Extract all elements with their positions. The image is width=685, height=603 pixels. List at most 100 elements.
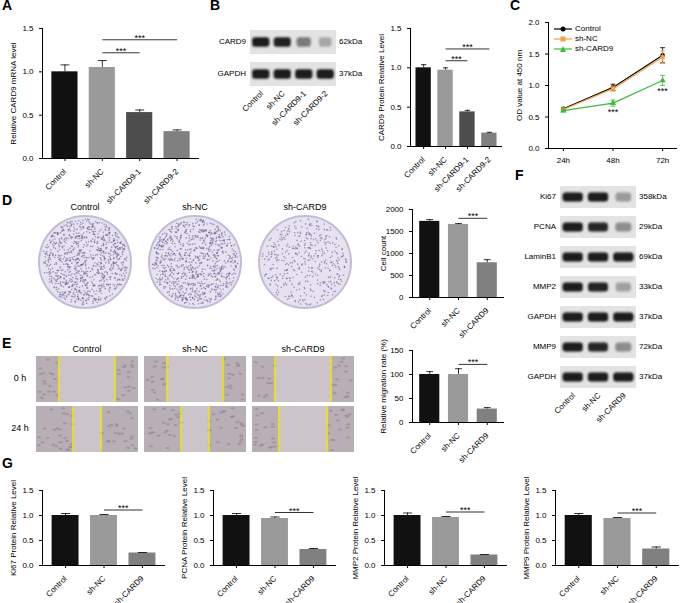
svg-text:E: E — [2, 335, 11, 351]
svg-text:50: 50 — [395, 394, 404, 403]
svg-text:MMP2 Protein Relative Level: MMP2 Protein Relative Level — [351, 476, 360, 579]
svg-text:0.0: 0.0 — [193, 561, 205, 570]
svg-text:1.5: 1.5 — [364, 486, 376, 495]
svg-text:1.0: 1.0 — [22, 511, 34, 520]
svg-text:0.0: 0.0 — [22, 154, 34, 163]
svg-text:72h: 72h — [656, 156, 669, 165]
svg-text:37kDa: 37kDa — [639, 312, 663, 321]
svg-text:0.0: 0.0 — [528, 144, 540, 153]
svg-text:Control: Control — [408, 306, 433, 331]
svg-text:MMP9: MMP9 — [533, 342, 557, 351]
svg-text:Control: Control — [552, 391, 577, 416]
svg-text:***: *** — [460, 505, 471, 515]
svg-text:G: G — [2, 455, 13, 471]
svg-text:***: *** — [118, 503, 129, 513]
svg-text:1.5: 1.5 — [22, 24, 34, 33]
svg-text:Relative migration rate (%): Relative migration rate (%) — [379, 339, 388, 434]
svg-text:***: *** — [134, 33, 145, 43]
svg-text:Control: Control — [557, 574, 582, 599]
svg-text:sh-CARD9-1: sh-CARD9-1 — [104, 167, 143, 206]
svg-text:PCNA Protein Relative Level: PCNA Protein Relative Level — [180, 477, 189, 579]
svg-text:100: 100 — [390, 370, 404, 379]
svg-text:1.5: 1.5 — [22, 486, 34, 495]
svg-text:Control: Control — [70, 202, 99, 212]
svg-text:1.0: 1.0 — [528, 81, 540, 90]
svg-text:sh-CARD9: sh-CARD9 — [626, 574, 660, 603]
svg-text:33kDa: 33kDa — [639, 282, 663, 291]
svg-text:0: 0 — [399, 293, 404, 302]
svg-text:sh-NC: sh-NC — [182, 202, 208, 212]
svg-text:sh-CARD9-2: sh-CARD9-2 — [142, 167, 181, 206]
svg-text:358kDa: 358kDa — [639, 192, 667, 201]
svg-text:***: *** — [608, 107, 619, 117]
svg-text:sh-NC: sh-NC — [439, 431, 462, 454]
svg-text:0.5: 0.5 — [390, 103, 402, 112]
svg-text:sh-CARD9-2: sh-CARD9-2 — [454, 155, 493, 194]
svg-text:2000: 2000 — [386, 205, 404, 214]
svg-text:GAPDH: GAPDH — [528, 372, 557, 381]
svg-text:sh-NC: sh-NC — [85, 574, 108, 597]
svg-text:CARD9 Protein Relative Level: CARD9 Protein Relative Level — [377, 34, 386, 141]
svg-text:1.5: 1.5 — [193, 486, 205, 495]
svg-text:29kDa: 29kDa — [639, 222, 663, 231]
svg-text:1.0: 1.0 — [535, 511, 547, 520]
svg-text:***: *** — [462, 42, 473, 52]
svg-text:CARD9: CARD9 — [219, 37, 247, 46]
svg-text:A: A — [2, 0, 12, 13]
svg-text:0 h: 0 h — [14, 373, 27, 383]
svg-text:***: *** — [289, 506, 300, 516]
svg-text:sh-CARD9: sh-CARD9 — [457, 431, 491, 465]
svg-text:0.5: 0.5 — [22, 536, 34, 545]
svg-text:sh-NC: sh-NC — [83, 167, 106, 190]
svg-text:***: *** — [451, 54, 462, 64]
svg-text:37kDa: 37kDa — [339, 69, 363, 78]
svg-text:2.0: 2.0 — [528, 18, 540, 27]
svg-text:0.5: 0.5 — [364, 536, 376, 545]
svg-text:OD value at 450 nm: OD value at 450 nm — [515, 50, 524, 121]
svg-text:PCNA: PCNA — [534, 222, 557, 231]
svg-text:***: *** — [657, 86, 668, 96]
svg-text:sh-NC: sh-NC — [598, 574, 621, 597]
svg-text:0.5: 0.5 — [193, 536, 205, 545]
svg-text:sh-CARD9: sh-CARD9 — [454, 574, 488, 603]
svg-text:***: *** — [632, 506, 643, 516]
svg-text:sh-CARD9: sh-CARD9 — [283, 202, 326, 212]
svg-text:0.5: 0.5 — [535, 536, 547, 545]
svg-text:***: *** — [116, 46, 127, 56]
svg-text:0.5: 0.5 — [528, 113, 540, 122]
svg-text:1500: 1500 — [386, 227, 404, 236]
svg-text:24h: 24h — [557, 156, 570, 165]
svg-text:D: D — [2, 192, 12, 208]
svg-text:Control: Control — [215, 574, 240, 599]
svg-text:sh-CARD9: sh-CARD9 — [457, 306, 491, 340]
svg-text:1.0: 1.0 — [364, 511, 376, 520]
svg-text:***: *** — [468, 357, 479, 367]
svg-text:62kDa: 62kDa — [339, 37, 363, 46]
svg-text:sh-CARD9: sh-CARD9 — [112, 574, 146, 603]
svg-text:MMP9 Protein Relative Level: MMP9 Protein Relative Level — [522, 476, 531, 579]
svg-text:Ki67 Protein Relative Level: Ki67 Protein Relative Level — [9, 480, 18, 576]
svg-text:MMP2: MMP2 — [533, 282, 557, 291]
svg-text:Control: Control — [241, 89, 266, 114]
svg-text:1.5: 1.5 — [528, 50, 540, 59]
svg-text:sh-NC: sh-NC — [439, 306, 462, 329]
svg-text:sh-CARD9-2: sh-CARD9-2 — [291, 89, 330, 128]
svg-text:C: C — [510, 0, 520, 13]
svg-text:69kDa: 69kDa — [639, 252, 663, 261]
svg-text:Control: Control — [72, 344, 101, 354]
svg-text:48h: 48h — [606, 156, 619, 165]
svg-text:LaminB1: LaminB1 — [524, 252, 556, 261]
svg-text:Cell count: Cell count — [379, 235, 388, 271]
svg-text:sh-CARD9: sh-CARD9 — [594, 391, 628, 425]
svg-text:0.0: 0.0 — [364, 561, 376, 570]
svg-text:1.0: 1.0 — [390, 63, 402, 72]
svg-text:0.0: 0.0 — [390, 142, 402, 151]
svg-text:sh-NC: sh-NC — [256, 574, 279, 597]
svg-text:GAPDH: GAPDH — [218, 69, 247, 78]
svg-text:72kDa: 72kDa — [639, 342, 663, 351]
svg-text:1.5: 1.5 — [535, 486, 547, 495]
svg-text:0: 0 — [399, 418, 404, 427]
svg-text:500: 500 — [390, 271, 404, 280]
svg-text:Control: Control — [402, 155, 427, 180]
svg-text:F: F — [515, 167, 524, 183]
